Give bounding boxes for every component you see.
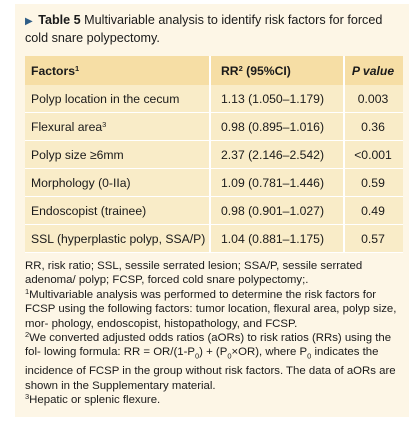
p-value-cell: 0.36 xyxy=(361,119,385,134)
header-rr: RR2 (95%CI) xyxy=(221,63,291,78)
triangle-right-icon: ▶ xyxy=(25,16,33,27)
p-value-cell: 0.49 xyxy=(361,203,385,218)
table-card: ▶ Table 5 Multivariable analysis to iden… xyxy=(15,4,409,417)
rr-cell: 1.04 (0.881–1.175) xyxy=(221,231,324,246)
column-divider xyxy=(343,197,345,224)
table-notes: RR, risk ratio; SSL, sessile serrated le… xyxy=(25,259,403,407)
table-row: Flexural area3 0.98 (0.895–1.016) 0.36 xyxy=(25,113,403,141)
note-1: 1Multivariable analysis was performed to… xyxy=(25,286,397,330)
rr-cell: 1.13 (1.050–1.179) xyxy=(221,91,324,106)
table-row: Endoscopist (trainee) 0.98 (0.901–1.027) 0… xyxy=(25,197,403,225)
table-title: Multivariable analysis to identify risk … xyxy=(25,13,383,45)
column-divider xyxy=(209,113,211,140)
header-p-value: P value xyxy=(351,63,395,78)
p-value-cell: 0.003 xyxy=(357,91,389,106)
rr-cell: 1.09 (0.781–1.446) xyxy=(221,175,324,190)
column-divider xyxy=(209,85,211,112)
factor-cell: Morphology (0-IIa) xyxy=(31,175,131,190)
note-abbreviations: RR, risk ratio; SSL, sessile serrated le… xyxy=(25,260,363,287)
column-divider xyxy=(343,56,345,85)
p-value-cell: 0.57 xyxy=(361,231,385,246)
rr-cell: 0.98 (0.901–1.027) xyxy=(221,203,324,218)
column-divider xyxy=(209,56,211,85)
column-divider xyxy=(209,141,211,168)
factor-cell: Endoscopist (trainee) xyxy=(31,203,147,218)
table-row: Polyp location in the cecum 1.13 (1.050–1… xyxy=(25,85,403,113)
column-divider xyxy=(209,225,211,252)
column-divider xyxy=(343,85,345,112)
column-divider xyxy=(343,141,345,168)
rr-cell: 2.37 (2.146–2.542) xyxy=(221,147,324,162)
factor-cell: Flexural area3 xyxy=(31,119,107,134)
table-caption: ▶ Table 5 Multivariable analysis to iden… xyxy=(25,12,403,47)
results-table: Factors1 RR2 (95%CI) P value Polyp locat… xyxy=(25,56,403,253)
column-divider xyxy=(343,225,345,252)
table-row: SSL (hyperplastic polyp, SSA/P) 1.04 (0.8… xyxy=(25,225,403,253)
factor-cell: Polyp size ≥6mm xyxy=(31,147,124,162)
factor-cell: Polyp location in the cecum xyxy=(31,91,180,106)
column-divider xyxy=(209,197,211,224)
header-factors: Factors1 xyxy=(31,63,80,78)
note-3: 3Hepatic or splenic flexure. xyxy=(25,391,161,406)
table-header-row: Factors1 RR2 (95%CI) P value xyxy=(25,56,403,85)
table-label: Table 5 xyxy=(38,13,81,27)
column-divider xyxy=(343,113,345,140)
column-divider xyxy=(209,169,211,196)
table-row: Morphology (0-IIa) 1.09 (0.781–1.446) 0.59 xyxy=(25,169,403,197)
column-divider xyxy=(343,169,345,196)
p-value-cell: 0.59 xyxy=(361,175,385,190)
factor-cell: SSL (hyperplastic polyp, SSA/P) xyxy=(31,231,206,246)
table-row: Polyp size ≥6mm 2.37 (2.146–2.542) <0.001 xyxy=(25,141,403,169)
rr-cell: 0.98 (0.895–1.016) xyxy=(221,119,324,134)
p-value-cell: <0.001 xyxy=(354,147,392,162)
note-2: 2We converted adjusted odds ratios (aORs… xyxy=(25,330,396,392)
